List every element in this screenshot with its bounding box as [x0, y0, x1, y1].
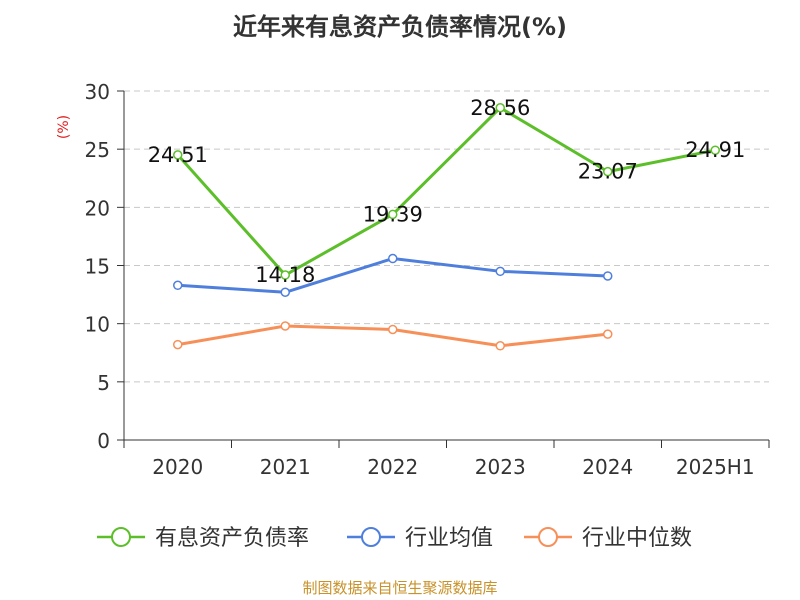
y-tick-label: 30: [85, 80, 110, 104]
legend-item-2: 行业中位数: [524, 526, 692, 551]
series-0: [173, 103, 720, 280]
y-tick-label: 20: [85, 196, 110, 220]
chart-title: 近年来有息资产负债率情况(%): [233, 13, 567, 41]
data-point: [388, 253, 398, 264]
data-point: [173, 339, 183, 350]
data-point: [495, 266, 505, 277]
legend-marker: [538, 527, 558, 547]
series-2: [173, 321, 613, 351]
data-point: [495, 341, 505, 351]
data-label: 14.18: [255, 263, 315, 287]
data-point: [280, 287, 290, 298]
legend-label: 行业中位数: [582, 526, 692, 551]
x-tick-label: 2021: [260, 455, 311, 479]
data-point: [173, 280, 183, 291]
data-point: [388, 209, 398, 220]
x-tick-label: 2023: [475, 455, 526, 479]
data-label: 19.39: [363, 202, 423, 226]
data-label: 23.07: [578, 160, 638, 184]
data-point: [603, 271, 613, 281]
data-point: [603, 166, 613, 177]
x-tick-label: 2022: [367, 455, 418, 479]
data-labels: 24.51 14.18 19.39 28.56 23.07 24.91: [148, 96, 746, 287]
y-axis-label: (%): [56, 115, 72, 139]
y-tick-label: 25: [85, 138, 110, 162]
legend-label: 行业均值: [405, 526, 493, 551]
y-tick-label: 5: [97, 371, 110, 395]
legend-label: 有息资产负债率: [155, 526, 309, 551]
data-point: [603, 329, 613, 339]
series-line: [177, 257, 608, 294]
legend: 有息资产负债率 行业均值 行业中位数: [97, 526, 692, 551]
y-tick-label: 15: [85, 255, 110, 279]
x-tick-label: 2024: [582, 455, 633, 479]
source-note: 制图数据来自恒生聚源数据库: [302, 579, 497, 597]
data-point: [495, 103, 505, 113]
legend-marker: [111, 527, 131, 547]
x-tick-label: 2025H1: [676, 455, 755, 479]
data-label: 24.51: [148, 143, 208, 167]
legend-marker: [361, 527, 381, 547]
data-label: 28.56: [470, 96, 530, 120]
axes: 0 5 10 15 20 25 30 2020 2021 2022 2023 2024 2025H1: [85, 80, 770, 479]
data-point: [710, 145, 720, 155]
x-tick-label: 2020: [152, 455, 203, 479]
series-1: [173, 253, 613, 298]
series-line: [176, 106, 716, 277]
data-point: [280, 270, 290, 280]
data-point: [388, 324, 398, 335]
data-label: 24.91: [685, 138, 745, 162]
y-tick-label: 0: [97, 429, 110, 453]
data-point: [280, 321, 290, 331]
data-point: [173, 150, 183, 160]
legend-item-0: 有息资产负债率: [97, 526, 309, 551]
series-layer: [173, 103, 720, 351]
y-tick-label: 10: [85, 313, 110, 337]
legend-item-1: 行业均值: [347, 526, 493, 551]
